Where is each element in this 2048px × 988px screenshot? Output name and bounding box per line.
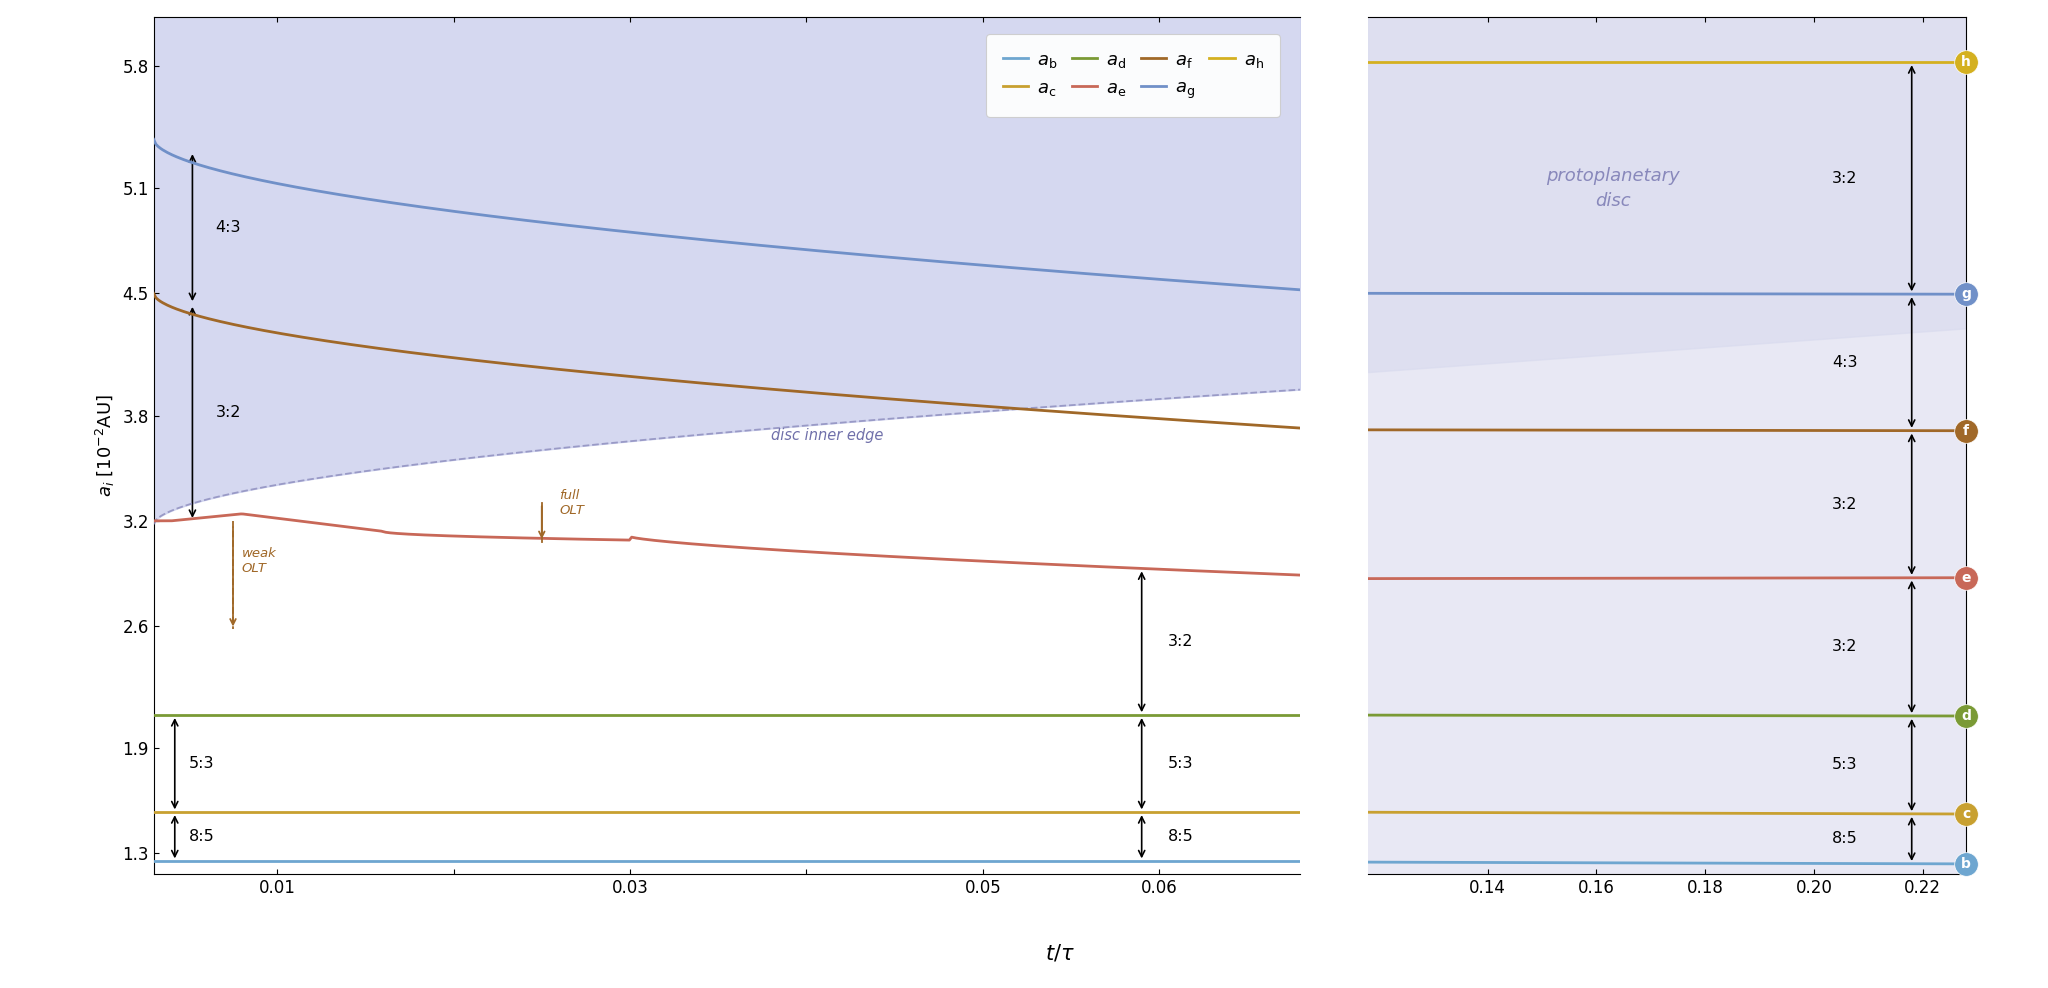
Text: 5:3: 5:3 bbox=[1831, 758, 1858, 773]
Text: 3:2: 3:2 bbox=[1831, 639, 1858, 654]
Text: b: b bbox=[1962, 857, 1970, 870]
Text: 3:2: 3:2 bbox=[215, 405, 242, 420]
Text: c: c bbox=[1962, 807, 1970, 821]
Text: h: h bbox=[1962, 55, 1970, 69]
Text: weak
OLT: weak OLT bbox=[242, 547, 276, 575]
Text: f: f bbox=[1964, 424, 1968, 438]
Text: 5:3: 5:3 bbox=[1167, 756, 1194, 772]
Text: 4:3: 4:3 bbox=[215, 220, 242, 235]
Text: 5:3: 5:3 bbox=[188, 756, 215, 772]
Legend: $a_{\rm b}$, $a_{\rm c}$, $a_{\rm d}$, $a_{\rm e}$, $a_{\rm f}$, $a_{\rm g}$, $a: $a_{\rm b}$, $a_{\rm c}$, $a_{\rm d}$, $… bbox=[987, 35, 1280, 117]
Text: 3:2: 3:2 bbox=[1831, 497, 1858, 512]
Text: g: g bbox=[1962, 288, 1970, 301]
Text: 3:2: 3:2 bbox=[1831, 171, 1858, 186]
Text: 4:3: 4:3 bbox=[1831, 355, 1858, 370]
Text: full
OLT: full OLT bbox=[559, 489, 584, 518]
Text: 3:2: 3:2 bbox=[1167, 634, 1194, 649]
Text: protoplanetary
disc: protoplanetary disc bbox=[1546, 167, 1679, 209]
Text: $t/\tau$: $t/\tau$ bbox=[1044, 943, 1075, 964]
Text: 8:5: 8:5 bbox=[188, 829, 215, 845]
Y-axis label: $a_i$ [$10^{-2}$AU]: $a_i$ [$10^{-2}$AU] bbox=[94, 394, 117, 497]
Text: 8:5: 8:5 bbox=[1167, 829, 1194, 845]
Text: disc inner edge: disc inner edge bbox=[772, 429, 883, 444]
Text: d: d bbox=[1962, 709, 1970, 723]
Text: e: e bbox=[1962, 571, 1970, 585]
Text: 8:5: 8:5 bbox=[1831, 832, 1858, 847]
